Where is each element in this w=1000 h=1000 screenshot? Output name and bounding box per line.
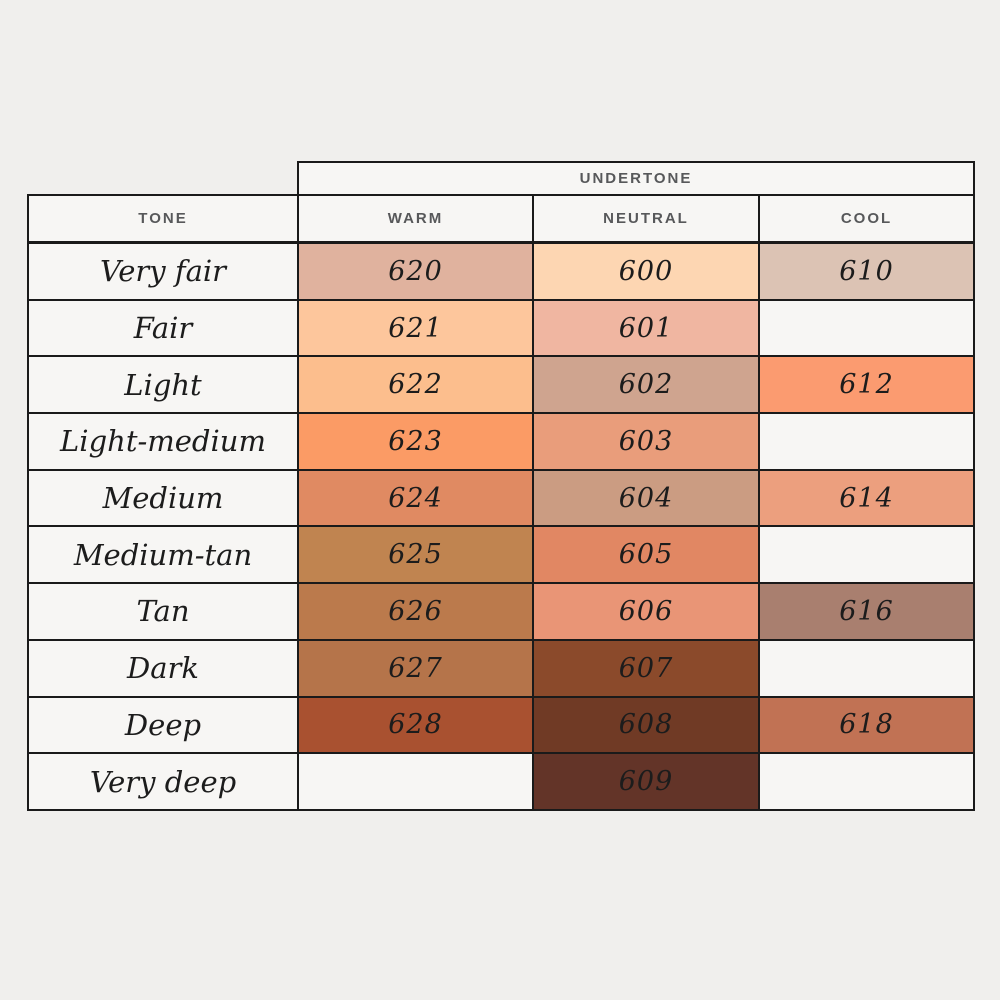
shade-cell-neutral: 609 — [532, 752, 760, 811]
shade-cell-warm: 624 — [297, 468, 534, 528]
shade-code: 620 — [388, 255, 443, 287]
tone-label: Light — [124, 367, 202, 402]
shade-code: 610 — [839, 255, 894, 287]
top-left-spacer — [28, 162, 298, 195]
shade-code: 612 — [839, 369, 894, 401]
shade-cell-cool — [757, 298, 976, 358]
shade-cell-cool: 610 — [757, 241, 976, 301]
tone-cell: Dark — [27, 638, 299, 698]
cool-column-header-label: COOL — [840, 209, 893, 227]
shade-cell-cool — [757, 525, 976, 585]
shade-cell-neutral: 601 — [532, 298, 760, 358]
shade-code: 608 — [618, 709, 674, 741]
shade-cell-cool: 614 — [757, 468, 976, 528]
table-row-light-medium: Light-medium 623 603 — [27, 412, 976, 471]
shade-code: 621 — [388, 312, 443, 344]
tone-cell: Light-medium — [27, 412, 299, 471]
shade-cell-neutral: 606 — [532, 582, 760, 641]
shade-cell-cool: 618 — [757, 695, 976, 755]
shade-code: 622 — [388, 369, 443, 401]
tone-label: Light-medium — [60, 424, 266, 459]
undertone-header-label: UNDERTONE — [579, 169, 693, 187]
table-row-medium: Medium 624 604 614 — [27, 468, 976, 528]
tone-label: Fair — [133, 311, 193, 346]
shade-cell-neutral: 602 — [532, 355, 760, 415]
shade-cell-cool: 612 — [757, 355, 976, 415]
shade-code: 600 — [618, 255, 674, 287]
shade-cell-warm: 627 — [297, 638, 534, 698]
table-row-very-fair: Very fair 620 600 610 — [27, 241, 976, 301]
tone-label: Tan — [136, 594, 190, 629]
shade-code: 604 — [618, 482, 674, 514]
cool-column-header: COOL — [757, 194, 976, 244]
shade-chart-table: UNDERTONE TONE WARM NEUTRAL COOL Very fa… — [27, 161, 976, 811]
shade-cell-neutral: 600 — [532, 241, 760, 301]
table-row-medium-tan: Medium-tan 625 605 — [27, 525, 976, 585]
tone-cell: Medium — [27, 468, 299, 528]
shade-code: 628 — [388, 709, 443, 741]
undertone-header-cell: UNDERTONE — [296, 161, 976, 196]
shade-code: 602 — [618, 369, 674, 401]
shade-cell-warm — [297, 752, 534, 811]
shade-cell-warm: 621 — [297, 298, 534, 358]
shade-cell-warm: 625 — [297, 525, 534, 585]
table-row-dark: Dark 627 607 — [27, 638, 976, 698]
shade-cell-neutral: 607 — [532, 638, 760, 698]
tone-label: Very deep — [89, 764, 237, 799]
shade-cell-warm: 626 — [297, 582, 534, 641]
column-header-row: TONE WARM NEUTRAL COOL — [27, 194, 976, 244]
tone-cell: Medium-tan — [27, 525, 299, 585]
tone-label: Medium-tan — [73, 537, 253, 572]
shade-code: 623 — [388, 425, 443, 457]
shade-cell-cool — [757, 638, 976, 698]
table-row-deep: Deep 628 608 618 — [27, 695, 976, 755]
tone-column-header: TONE — [27, 194, 299, 244]
shade-cell-neutral: 603 — [532, 412, 760, 471]
shade-code: 607 — [618, 652, 674, 684]
shade-cell-neutral: 608 — [532, 695, 760, 755]
table-row-very-deep: Very deep 609 — [27, 752, 976, 811]
shade-cell-cool — [757, 752, 976, 811]
tone-label: Dark — [127, 651, 199, 686]
warm-column-header-label: WARM — [387, 209, 444, 227]
shade-code: 609 — [618, 766, 674, 798]
shade-code: 626 — [388, 595, 443, 627]
tone-cell: Fair — [27, 298, 299, 358]
shade-code: 603 — [618, 425, 674, 457]
tone-column-header-label: TONE — [138, 209, 188, 227]
shade-code: 606 — [618, 595, 674, 627]
tone-cell: Light — [27, 355, 299, 415]
shade-cell-cool: 616 — [757, 582, 976, 641]
warm-column-header: WARM — [297, 194, 534, 244]
shade-code: 601 — [618, 312, 674, 344]
undertone-header-row: UNDERTONE — [28, 161, 976, 196]
tone-cell: Very fair — [27, 241, 299, 301]
tone-cell: Deep — [27, 695, 299, 755]
shade-code: 605 — [618, 539, 674, 571]
shade-code: 618 — [839, 709, 894, 741]
shade-code: 625 — [388, 539, 443, 571]
table-row-tan: Tan 626 606 616 — [27, 582, 976, 641]
shade-cell-warm: 622 — [297, 355, 534, 415]
shade-cell-warm: 628 — [297, 695, 534, 755]
shade-cell-warm: 620 — [297, 241, 534, 301]
tone-label: Deep — [124, 707, 202, 742]
table-row-light: Light 622 602 612 — [27, 355, 976, 415]
tone-label: Medium — [102, 481, 224, 516]
shade-cell-cool — [757, 412, 976, 471]
tone-cell: Very deep — [27, 752, 299, 811]
shade-code: 624 — [388, 482, 443, 514]
shade-cell-neutral: 604 — [532, 468, 760, 528]
shade-code: 627 — [388, 652, 443, 684]
table-row-fair: Fair 621 601 — [27, 298, 976, 358]
neutral-column-header-label: NEUTRAL — [603, 209, 689, 227]
shade-cell-neutral: 605 — [532, 525, 760, 585]
tone-cell: Tan — [27, 582, 299, 641]
shade-code: 614 — [839, 482, 894, 514]
shade-cell-warm: 623 — [297, 412, 534, 471]
tone-label: Very fair — [99, 254, 227, 289]
shade-code: 616 — [839, 595, 894, 627]
neutral-column-header: NEUTRAL — [532, 194, 760, 244]
